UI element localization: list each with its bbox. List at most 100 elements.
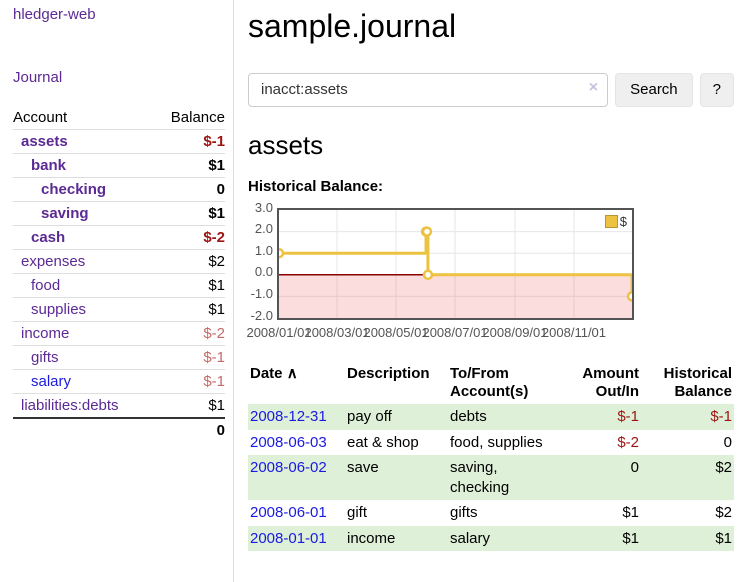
register-table: Date ∧ Description To/From Account(s) Am… <box>248 363 734 552</box>
transaction-balance: $1 <box>715 529 732 547</box>
transaction-description: income <box>347 529 396 547</box>
accounts-header-account: Account <box>13 106 154 130</box>
transaction-amount: 0 <box>630 459 639 477</box>
transaction-accounts: food, supplies <box>450 433 543 451</box>
y-axis-tick-label: 3.0 <box>254 199 273 215</box>
brand-link[interactable]: hledger-web <box>13 6 96 23</box>
transaction-description: eat & shop <box>347 433 419 451</box>
transaction-description: pay off <box>347 408 392 426</box>
chart-legend: $ <box>604 213 627 229</box>
help-button[interactable]: ? <box>699 72 734 107</box>
transaction-date-link[interactable]: 2008-06-01 <box>250 504 327 522</box>
account-balance: 0 <box>153 177 225 202</box>
transaction-date-link[interactable]: 2008-01-01 <box>250 529 327 547</box>
register-header-row: Date ∧ Description To/From Account(s) Am… <box>248 363 734 405</box>
register-header-description: Description <box>347 364 430 382</box>
search-form: × Search ? <box>248 72 734 107</box>
account-link-expenses[interactable]: expenses <box>21 253 86 270</box>
x-axis-tick-label: 2008/05/01 <box>363 324 429 340</box>
transaction-description: gift <box>347 504 368 522</box>
y-axis-tick-label: 2.0 <box>254 221 273 237</box>
transaction-amount: $-1 <box>617 408 639 426</box>
account-row: liabilities:debts $1 <box>13 393 225 419</box>
accounts-total-row: 0 <box>13 417 225 442</box>
account-balance: $1 <box>153 297 225 322</box>
y-axis-tick-label: -2.0 <box>250 307 273 323</box>
accounts-table: Account Balance assets $-1 bank $1 checking 0… <box>13 106 225 442</box>
account-link-bank[interactable]: bank <box>31 157 67 174</box>
account-balance: $-1 <box>153 345 225 370</box>
chart-plot-area: $ <box>277 207 634 320</box>
account-balance: $1 <box>153 153 225 178</box>
y-axis-tick-label: -1.0 <box>250 286 273 302</box>
account-balance: $1 <box>153 201 225 226</box>
account-balance: $-2 <box>153 321 225 346</box>
transaction-date-link[interactable]: 2008-06-03 <box>250 433 327 451</box>
account-balance: $1 <box>153 273 225 298</box>
register-row: 2008-06-03 eat & shop food, supplies $-2 0 <box>248 430 734 456</box>
sort-ascending-icon: ∧ <box>286 364 298 382</box>
account-link-cash[interactable]: cash <box>31 229 66 246</box>
accounts-header-balance: Balance <box>153 106 225 130</box>
account-balance: $-2 <box>153 225 225 250</box>
x-axis-tick-label: 2008/03/01 <box>304 324 370 340</box>
x-axis-tick-label: 2008/09/01 <box>482 324 548 340</box>
register-header-accounts: To/From Account(s) <box>450 364 529 401</box>
account-link-salary[interactable]: salary <box>31 373 72 390</box>
page-title: sample.journal <box>248 8 457 44</box>
account-heading: assets <box>248 129 324 160</box>
register-row: 2008-12-31 pay off debts $-1 $-1 <box>248 404 734 430</box>
account-link-assets[interactable]: assets <box>21 133 68 150</box>
transaction-accounts: debts <box>450 408 487 426</box>
account-link-liabilities-debts[interactable]: liabilities:debts <box>21 397 119 414</box>
y-axis-tick-label: 1.0 <box>254 242 273 258</box>
transaction-description: save <box>347 459 379 477</box>
account-link-gifts[interactable]: gifts <box>31 349 59 366</box>
transaction-accounts: salary <box>450 529 491 547</box>
accounts-total-spacer <box>13 417 154 442</box>
transaction-balance: $2 <box>715 504 732 522</box>
transaction-accounts: gifts <box>450 504 478 522</box>
transaction-amount: $-2 <box>617 433 639 451</box>
search-button[interactable]: Search <box>615 72 693 107</box>
sidebar-nav: Journal <box>13 69 225 86</box>
legend-swatch-icon <box>604 214 618 228</box>
search-input[interactable] <box>248 72 609 107</box>
transaction-date-link[interactable]: 2008-06-02 <box>250 459 327 477</box>
legend-label: $ <box>619 213 627 229</box>
account-link-income[interactable]: income <box>21 325 70 342</box>
register-header-balance: Historical Balance <box>663 364 732 401</box>
search-input-wrap: × <box>248 72 609 107</box>
account-link-checking[interactable]: checking <box>41 181 107 198</box>
account-link-saving[interactable]: saving <box>41 205 89 222</box>
x-axis-tick-label: 2008/11/01 <box>541 324 607 340</box>
transaction-balance: $2 <box>715 459 732 477</box>
account-balance: $1 <box>153 393 225 419</box>
main-content: sample.journal × Search ? assets Histori… <box>246 0 734 552</box>
account-row: bank $1 <box>13 153 225 178</box>
register-header-date[interactable]: Date ∧ <box>248 363 345 405</box>
clear-search-icon[interactable]: × <box>588 78 599 96</box>
register-row: 2008-01-01 income salary $1 $1 <box>248 525 734 552</box>
register-header-amount: Amount Out/In <box>582 364 639 401</box>
transaction-date-link[interactable]: 2008-12-31 <box>250 408 327 426</box>
chart-canvas <box>279 209 632 318</box>
transaction-balance: $-1 <box>710 408 732 426</box>
chart-title: Historical Balance: <box>248 177 384 195</box>
sidebar-item-journal[interactable]: Journal <box>13 69 63 86</box>
transaction-amount: $1 <box>622 529 639 547</box>
account-link-food[interactable]: food <box>31 277 61 294</box>
accounts-header-row: Account Balance <box>13 106 225 130</box>
transaction-balance: 0 <box>723 433 732 451</box>
sidebar: hledger-web Journal Account Balance asse… <box>0 0 234 582</box>
account-link-supplies[interactable]: supplies <box>31 301 87 318</box>
x-axis-tick-label: 2008/07/01 <box>422 324 488 340</box>
accounts-total-value: 0 <box>153 417 225 442</box>
account-row: gifts $-1 <box>13 345 225 370</box>
account-row: expenses $2 <box>13 249 225 274</box>
account-balance: $-1 <box>153 369 225 394</box>
register-row: 2008-06-02 save saving, checking 0 $2 <box>248 455 734 501</box>
transaction-amount: $1 <box>622 504 639 522</box>
account-row: checking 0 <box>13 177 225 202</box>
account-row: supplies $1 <box>13 297 225 322</box>
